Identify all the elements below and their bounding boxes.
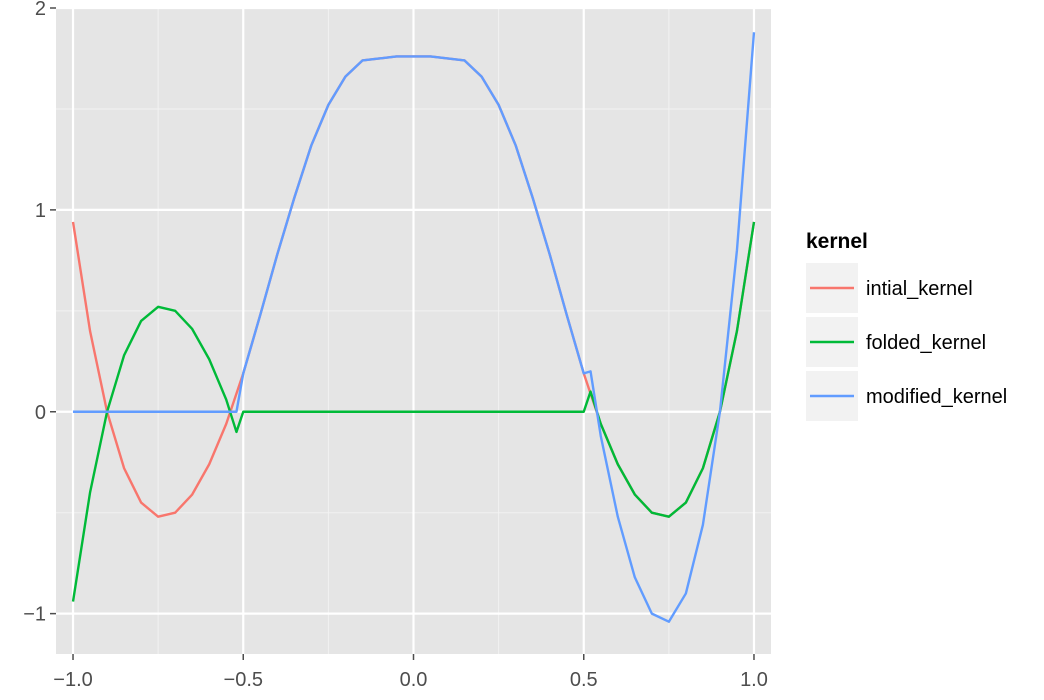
series-lines	[71, 32, 756, 623]
x-tick-label: 0.0	[400, 669, 428, 691]
series-line-modified_kernel	[73, 32, 756, 623]
x-tick-label: −1.0	[53, 669, 92, 691]
y-tick-label: 2	[35, 0, 46, 20]
series-line-folded_kernel	[71, 221, 756, 602]
x-tick-label: −0.5	[224, 669, 263, 691]
legend-title: kernel	[806, 230, 868, 253]
y-axis: −1 0 1 2	[23, 0, 56, 626]
legend-label: intial_kernel	[866, 278, 973, 300]
y-tick-label: 0	[35, 402, 46, 424]
legend: kernel intial_kernel folded_kernelmodifie…	[806, 230, 1007, 421]
legend-label: folded_kernel	[866, 332, 986, 354]
y-tick-label: −1	[23, 604, 46, 626]
x-tick-label: 1.0	[740, 669, 768, 691]
x-tick-label: 0.5	[570, 669, 598, 691]
legend-label: modified_kernel	[866, 386, 1007, 408]
y-tick-label: 1	[35, 200, 46, 222]
x-axis: −1.0 −0.5 0.0 0.5 1.0	[53, 654, 768, 691]
